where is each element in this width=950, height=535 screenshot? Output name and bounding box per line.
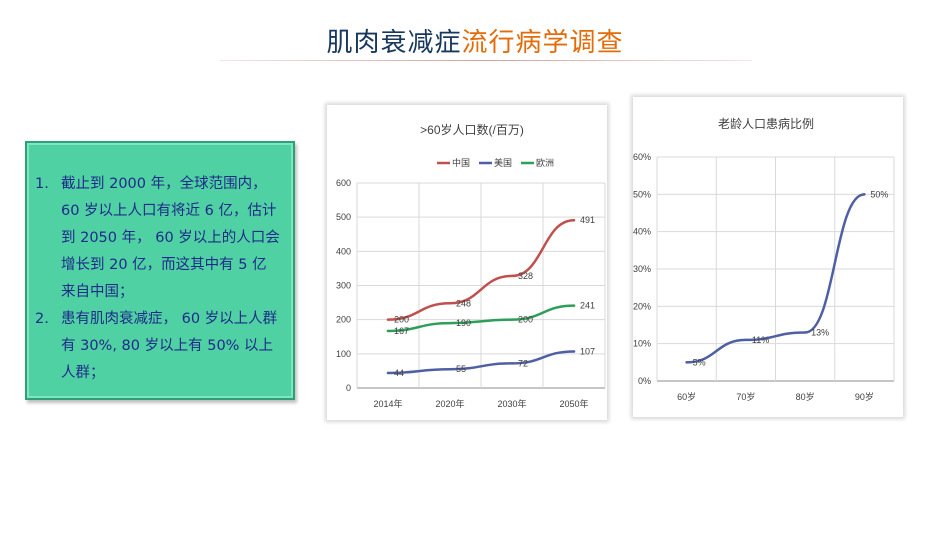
summary-item-text: 患有肌肉衰减症， 60 岁以上人群有 30%, 80 岁以上有 50% 以上人群…: [61, 311, 278, 381]
y-tick-label: 300: [336, 281, 351, 291]
population-chart-panel: >60岁人口数(/百万) 0 100 200 300 400 500 600 2014年 2020…: [327, 105, 607, 420]
data-label: 107: [580, 346, 595, 356]
data-point: [386, 318, 390, 321]
y-tick-label: 50%: [633, 189, 651, 199]
data-point: [803, 331, 807, 334]
series-line-0: [685, 193, 866, 364]
y-tick-label: 200: [336, 315, 351, 325]
data-label: 200: [394, 315, 409, 325]
summary-list: 1. 截止到 2000 年，全球范围内，60 岁以上人口有将近 6 亿，估计到 …: [27, 143, 293, 387]
summary-item: 2. 患有肌肉衰减症， 60 岁以上人群有 30%, 80 岁以上有 50% 以…: [35, 306, 281, 387]
y-tick-label: 0: [346, 383, 351, 393]
data-label: 50%: [870, 189, 888, 199]
prevalence-chart-panel: 老龄人口患病比例 0% 10% 20% 30% 40% 50% 60% 60岁 70岁 80岁 90岁…: [633, 97, 903, 417]
y-tick-label: 500: [336, 212, 351, 222]
data-point: [744, 338, 748, 342]
data-label: 167: [394, 326, 409, 336]
summary-item: 1. 截止到 2000 年，全球范围内，60 岁以上人口有将近 6 亿，估计到 …: [35, 171, 281, 306]
x-tick-label: 2020年: [435, 398, 464, 409]
y-tick-label: 20%: [633, 301, 651, 311]
series-line-2: [386, 304, 576, 333]
data-label: 72: [518, 358, 528, 368]
data-point: [510, 274, 514, 278]
data-label: 13%: [811, 327, 829, 337]
summary-textbox: 1. 截止到 2000 年，全球范围内，60 岁以上人口有将近 6 亿，估计到 …: [25, 141, 295, 400]
data-label: 328: [518, 271, 533, 281]
legend-label: 中国: [452, 157, 470, 168]
prevalence-line-chart: 老龄人口患病比例 0% 10% 20% 30% 40% 50% 60% 60岁 70岁 80岁 90岁…: [633, 116, 895, 402]
data-point: [572, 350, 576, 353]
data-label: 248: [456, 298, 471, 308]
y-tick-label: 10%: [633, 339, 651, 349]
data-label: 491: [580, 215, 595, 225]
x-tick-label: 2030年: [497, 398, 526, 409]
summary-item-number: 2.: [35, 311, 49, 327]
y-tick-label: 100: [336, 349, 351, 359]
data-label: 44: [394, 368, 404, 378]
x-tick-label: 2050年: [559, 398, 588, 409]
y-tick-label: 0%: [638, 376, 651, 386]
title-divider: [220, 60, 752, 61]
y-tick-label: 40%: [633, 227, 651, 237]
x-tick-label: 60岁: [677, 391, 696, 402]
y-tick-label: 30%: [633, 264, 651, 274]
summary-item-text: 截止到 2000 年，全球范围内，60 岁以上人口有将近 6 亿，估计到 205…: [61, 176, 280, 300]
series-line-0: [386, 218, 576, 321]
data-point: [572, 304, 576, 307]
slide-title: 肌肉衰减症流行病学调查: [0, 22, 950, 59]
data-point: [510, 362, 514, 365]
data-label: 200: [518, 315, 533, 325]
data-point: [572, 219, 576, 222]
population-line-chart: >60岁人口数(/百万) 0 100 200 300 400 500 600 2014年 2020…: [336, 122, 606, 409]
data-label: 190: [456, 318, 471, 328]
legend-label: 美国: [494, 157, 512, 168]
data-point: [685, 361, 688, 364]
summary-item-number: 1.: [35, 176, 49, 192]
chart-title: >60岁人口数(/百万): [420, 122, 524, 137]
data-point: [448, 321, 452, 325]
y-tick-label: 60%: [633, 152, 651, 162]
data-point: [386, 329, 390, 333]
data-label: 11%: [752, 335, 769, 345]
legend-label: 欧洲: [536, 157, 554, 168]
data-label: 241: [580, 301, 595, 311]
series-line-1: [386, 350, 576, 375]
x-tick-label: 90岁: [855, 391, 874, 402]
x-tick-label: 2014年: [373, 398, 402, 409]
x-tick-label: 70岁: [736, 391, 755, 402]
chart-title: 老龄人口患病比例: [718, 116, 814, 131]
slide-title-accent: 流行病学调查: [461, 28, 624, 58]
slide-title-main: 肌肉衰减症: [326, 28, 462, 58]
y-tick-label: 600: [336, 178, 351, 188]
data-point: [510, 318, 514, 321]
data-label: 5%: [693, 357, 706, 367]
data-point: [448, 302, 452, 305]
y-tick-label: 400: [336, 246, 351, 256]
data-point: [386, 371, 390, 375]
data-label: 55: [456, 364, 466, 374]
data-point: [448, 368, 452, 371]
data-point: [863, 193, 866, 196]
x-tick-label: 80岁: [796, 391, 815, 402]
